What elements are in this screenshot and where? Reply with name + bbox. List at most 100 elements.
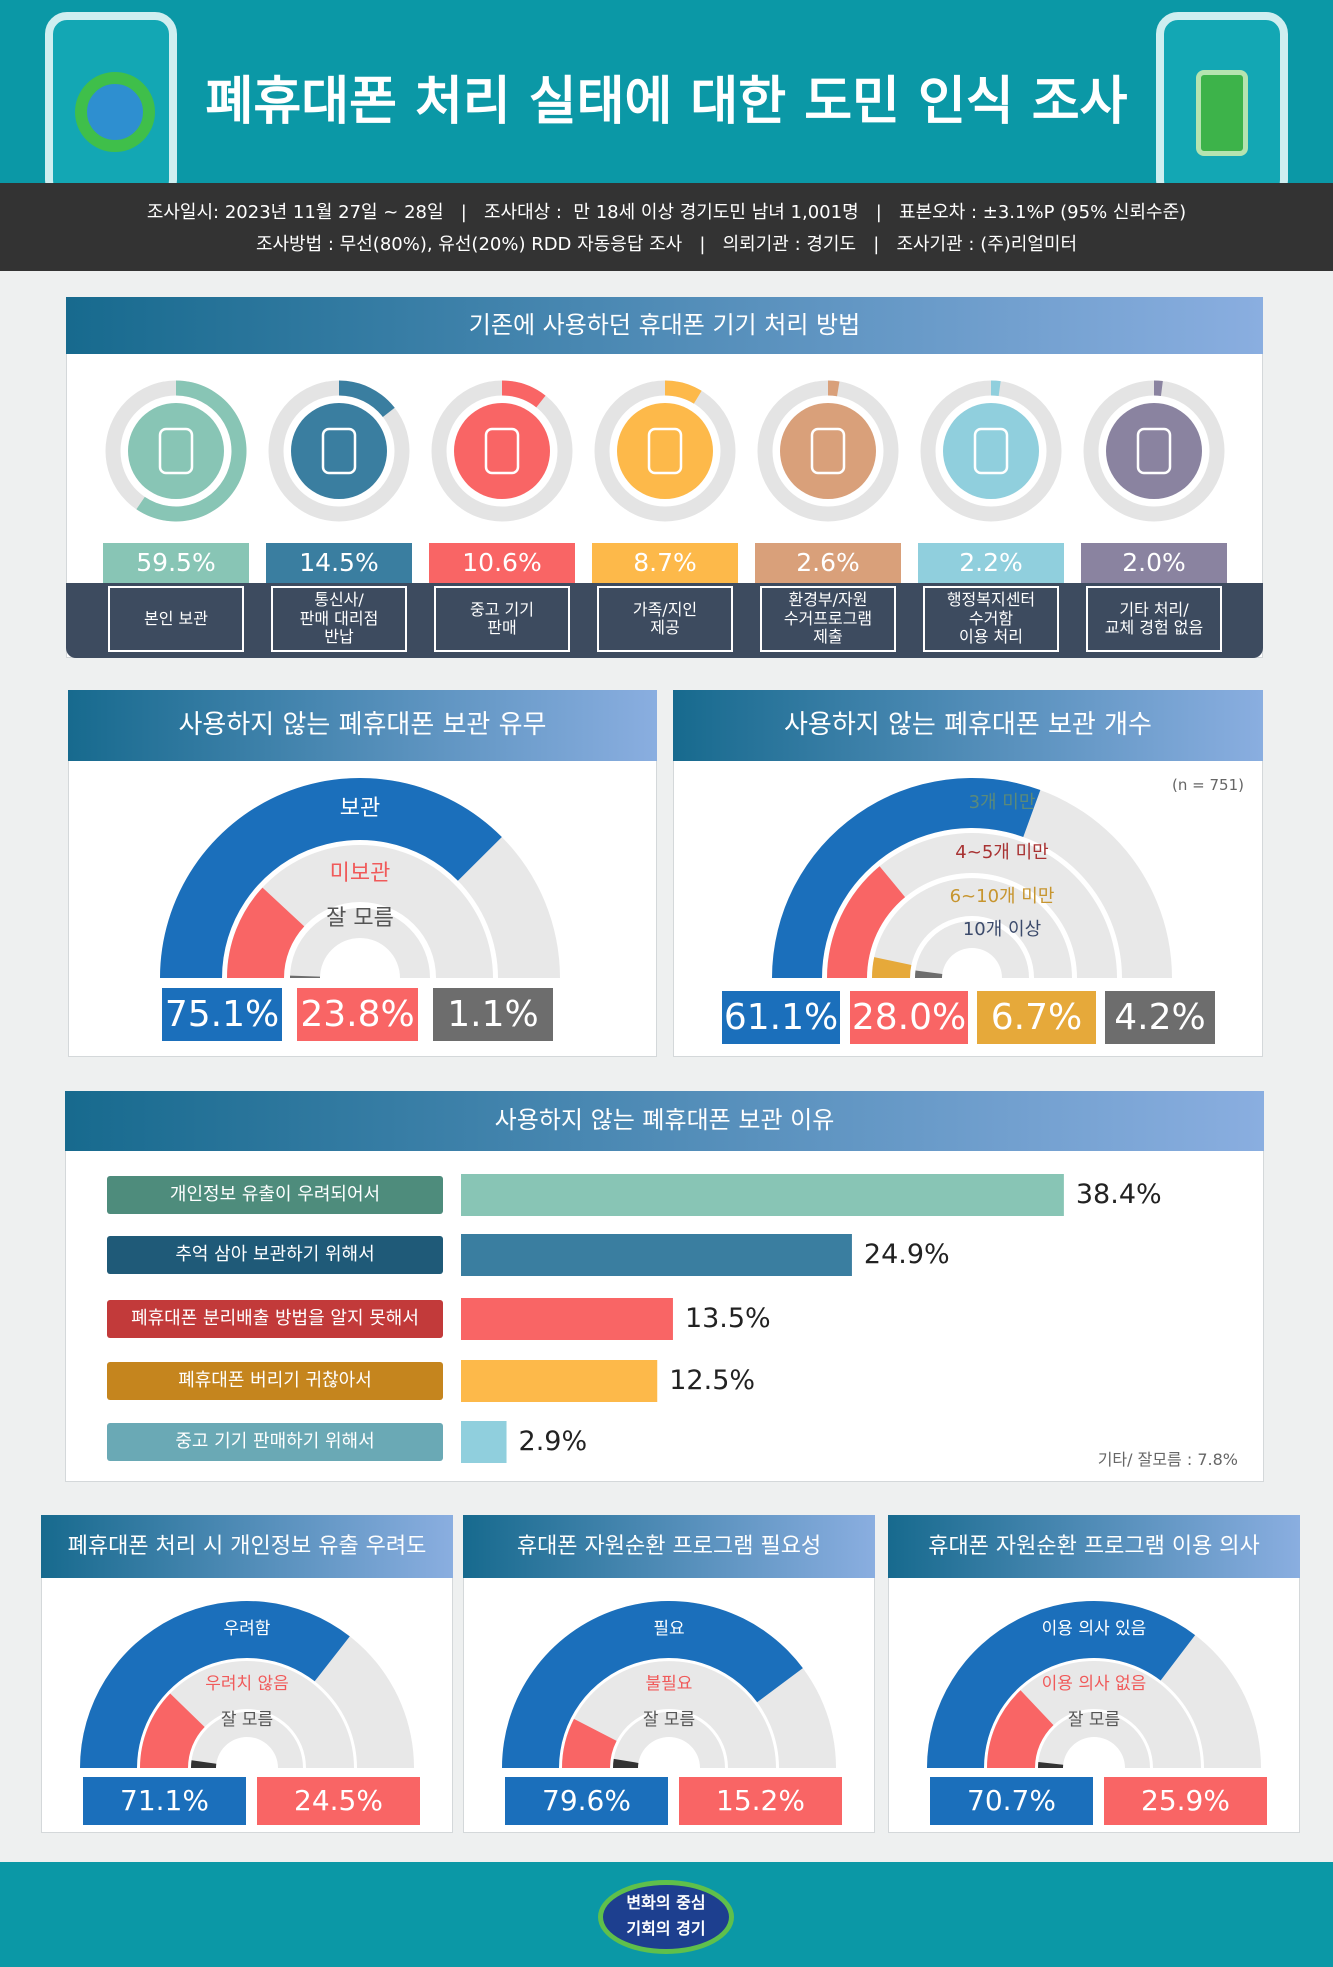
info-line: 조사일시: 2023년 11월 27일 ~ 28일 | 조사대상 : 만 18세… <box>146 201 1187 223</box>
donut-icon <box>973 427 1009 475</box>
value-label: 8.7% <box>592 543 738 583</box>
gauge-label: 이용 의사 없음 <box>1041 1674 1147 1695</box>
category-label: 통신사/ 판매 대리점 반납 <box>271 586 407 652</box>
donut-icon <box>647 427 683 475</box>
gauge-arc <box>872 957 912 978</box>
gauge-track <box>227 845 493 978</box>
bar <box>461 1421 507 1463</box>
section-title: 기존에 사용하던 휴대폰 기기 처리 방법 <box>468 310 861 339</box>
category-label: 기타 처리/ 교체 경험 없음 <box>1086 586 1222 652</box>
section-title: 휴대폰 자원순환 프로그램 필요성 <box>516 1533 822 1559</box>
gauge-label: 6~10개 미만 <box>949 885 1055 907</box>
value-label: 13.5% <box>684 1303 771 1335</box>
category-label: 추억 삼아 보관하기 위해서 <box>107 1236 443 1274</box>
info-line: 조사방법 : 무선(80%), 유선(20%) RDD 자동응답 조사 | 의뢰… <box>255 233 1078 255</box>
gauge-label: 3개 미만 <box>968 791 1036 813</box>
donut-arc <box>991 380 1001 397</box>
gauge-track <box>191 1712 303 1768</box>
gauge-track <box>915 921 1029 978</box>
gauge-track <box>872 878 1072 978</box>
gauge-arc <box>772 778 1041 978</box>
donut-icon-bg <box>617 403 713 499</box>
gauge-arc <box>562 1718 617 1768</box>
category-label: 본인 보관 <box>108 586 244 652</box>
gauge-label: 보관 <box>339 796 381 822</box>
value-label: 2.2% <box>918 543 1064 583</box>
section-header <box>66 297 1263 354</box>
gauge-arc <box>191 1760 217 1768</box>
gauge-label: 우려함 <box>223 1618 271 1639</box>
gauge-track <box>613 1712 725 1768</box>
category-label: 폐휴대폰 버리기 귀찮아서 <box>107 1362 443 1400</box>
label-strip <box>66 583 1263 658</box>
gauge-label: 잘 모름 <box>1067 1709 1121 1730</box>
section-title: 사용하지 않는 폐휴대폰 보관 이유 <box>494 1106 835 1135</box>
value-label: 2.9% <box>518 1426 588 1458</box>
donut-icon <box>158 427 194 475</box>
footer-logo: 변화의 중심 <box>626 1892 706 1912</box>
gauge-label: 이용 의사 있음 <box>1041 1618 1147 1639</box>
category-label: 행정복지센터 수거함 이용 처리 <box>923 586 1059 652</box>
section-title: 휴대폰 자원순환 프로그램 이용 의사 <box>928 1533 1260 1559</box>
value-box: 15.2% <box>679 1777 842 1825</box>
value-label: 59.5% <box>103 543 249 583</box>
category-label: 중고 기기 판매하기 위해서 <box>107 1423 443 1461</box>
donut-icon <box>810 427 846 475</box>
gauge-label: 잘 모름 <box>642 1709 696 1730</box>
section-header <box>65 1091 1264 1151</box>
section-box <box>65 1091 1264 1482</box>
gauge-label: 우려치 않음 <box>205 1674 289 1695</box>
donut-icon-bg <box>943 403 1039 499</box>
donut-arc <box>665 380 702 404</box>
category-label: 환경부/자원 수거프로그램 제출 <box>760 586 896 652</box>
gauge-track <box>827 833 1117 978</box>
value-box: 71.1% <box>83 1777 246 1825</box>
donut-arc <box>502 380 546 408</box>
donut-arc <box>828 380 840 397</box>
value-label: 24.9% <box>863 1239 950 1271</box>
gauge-arc <box>1038 1762 1064 1768</box>
bar <box>461 1174 1064 1216</box>
gauge-arc <box>502 1601 803 1768</box>
footer-logo-mark <box>598 1880 734 1954</box>
section-header <box>41 1515 453 1578</box>
section-header <box>68 690 657 761</box>
gauge-label: 미보관 <box>329 860 391 886</box>
bar <box>461 1360 658 1402</box>
gauge-arc <box>140 1693 205 1768</box>
gauge-arc <box>927 1601 1196 1768</box>
donut-icon-bg <box>454 403 550 499</box>
gauge-arc <box>613 1758 639 1768</box>
gauge-arc <box>827 866 906 978</box>
gauge-label: 필요 <box>653 1618 685 1639</box>
value-box: 75.1% <box>162 988 282 1041</box>
gauge-label: 10개 이상 <box>962 919 1042 941</box>
gauge-arc <box>987 1690 1054 1768</box>
footer-logo: 기회의 경기 <box>626 1918 706 1938</box>
donut-icon <box>1136 427 1172 475</box>
section-title: 사용하지 않는 폐휴대폰 보관 유무 <box>178 709 547 740</box>
section-header <box>673 690 1263 761</box>
gauge-arc <box>160 778 502 978</box>
value-box: 4.2% <box>1105 991 1215 1044</box>
gauge-arc <box>80 1601 350 1768</box>
donut-icon-bg <box>128 403 224 499</box>
value-label: 10.6% <box>429 543 575 583</box>
value-box: 24.5% <box>257 1777 420 1825</box>
value-label: 38.4% <box>1075 1179 1162 1211</box>
section-header <box>463 1515 875 1578</box>
gauge-track <box>1038 1712 1150 1768</box>
donut-arc <box>136 380 247 522</box>
section-header <box>888 1515 1300 1578</box>
info-band <box>0 183 1333 271</box>
donut-icon-bg <box>291 403 387 499</box>
bar <box>461 1234 852 1276</box>
category-label: 중고 기기 판매 <box>434 586 570 652</box>
value-box: 6.7% <box>977 991 1096 1044</box>
donut-icon-bg <box>1106 403 1202 499</box>
category-label: 개인정보 유출이 우려되어서 <box>107 1176 443 1214</box>
donut-icon <box>321 427 357 475</box>
bar <box>461 1298 673 1340</box>
gauge-arc <box>290 975 321 978</box>
